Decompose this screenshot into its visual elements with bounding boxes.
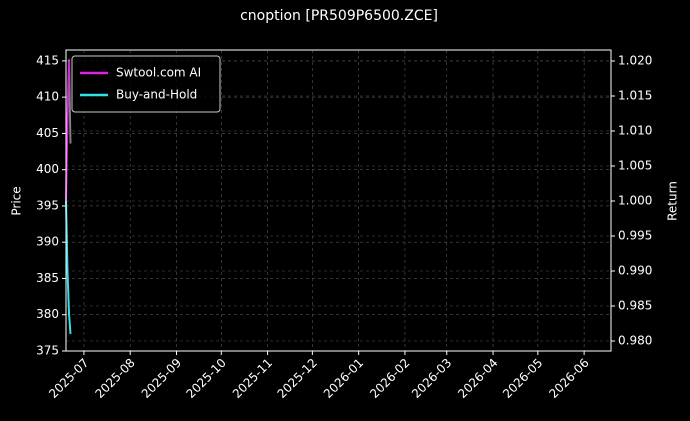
y2-tick-label: 1.005 xyxy=(618,158,652,172)
y-tick-label: 390 xyxy=(36,235,59,249)
y2-axis-label: Return xyxy=(666,181,680,221)
legend-label: Buy-and-Hold xyxy=(116,88,197,102)
legend-label: Swtool.com AI xyxy=(116,66,201,80)
y2-tick-label: 0.980 xyxy=(618,333,652,347)
series-line xyxy=(65,200,72,335)
y-tick-label: 415 xyxy=(36,53,59,67)
y2-tick-label: 1.010 xyxy=(618,123,652,137)
legend-box xyxy=(71,55,221,113)
y2-tick-label: 1.020 xyxy=(618,53,652,67)
y-axis-label: Price xyxy=(10,186,24,215)
chart-title: cnoption [PR509P6500.ZCE] xyxy=(240,8,438,24)
y2-tick-label: 0.995 xyxy=(618,228,652,242)
plot-frame xyxy=(65,49,612,352)
y-tick-label: 400 xyxy=(36,162,59,176)
y-tick-label: 405 xyxy=(36,126,59,140)
y-tick-label: 395 xyxy=(36,198,59,212)
y2-tick-label: 0.990 xyxy=(618,263,652,277)
y-tick-label: 375 xyxy=(36,344,59,358)
y2-tick-label: 0.985 xyxy=(618,298,652,312)
y-tick-label: 385 xyxy=(36,271,59,285)
y-tick-label: 410 xyxy=(36,90,59,104)
y-tick-label: 380 xyxy=(36,307,59,321)
y2-tick-label: 1.015 xyxy=(618,88,652,102)
y2-tick-label: 1.000 xyxy=(618,193,652,207)
